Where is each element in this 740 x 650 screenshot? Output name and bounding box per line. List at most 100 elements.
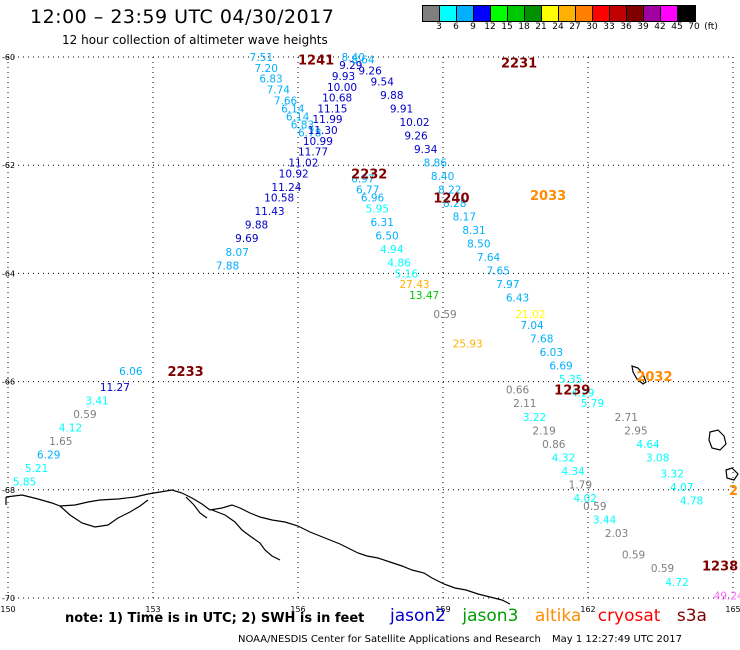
- satellite-legend: jason2 jason3 altika cryosat s3a: [390, 606, 718, 626]
- wave-height-value: 0.66: [506, 385, 530, 397]
- wave-height-value: 5.35: [559, 374, 582, 386]
- wave-height-value: 8.40: [431, 171, 454, 183]
- wave-height-value: 8.17: [453, 212, 476, 224]
- pass-time-label: 1241: [298, 54, 334, 69]
- wave-height-value: 6.06: [119, 366, 143, 378]
- units-note: note: 1) Time is in UTC; 2) SWH is in fe…: [65, 611, 365, 626]
- wave-height-value: 0.59: [433, 309, 456, 321]
- wave-height-value: 0.59: [622, 550, 645, 562]
- pass-time-label: 1239: [554, 384, 590, 399]
- wave-height-value: 8.28: [443, 198, 466, 210]
- wave-height-value: 4.78: [680, 496, 703, 508]
- wave-height-value: 11.15: [317, 103, 347, 115]
- wave-height-value: 4.29: [571, 387, 594, 399]
- wave-height-value: 11.02: [288, 157, 318, 169]
- wave-height-value: 9.54: [371, 76, 395, 88]
- wave-height-value: 7.65: [487, 266, 510, 278]
- wave-height-value: 4.02: [574, 493, 597, 505]
- wave-height-value: 9.88: [380, 90, 403, 102]
- measurement-labels: 7.517.206.837.747.666.146.146.836.788.40…: [13, 52, 740, 602]
- coastline: [5, 365, 739, 605]
- wave-height-value: 10.99: [303, 136, 333, 148]
- wave-height-value: 9.29: [339, 60, 362, 72]
- color-swatch: [610, 6, 627, 21]
- color-swatch: [644, 6, 661, 21]
- wave-height-value: 27.43: [400, 279, 430, 291]
- wave-height-value: 7.64: [477, 252, 501, 264]
- wave-height-value: 2.71: [615, 412, 638, 424]
- wave-height-value: 8.50: [467, 239, 490, 251]
- lat-tick-label: -70: [2, 594, 15, 603]
- wave-height-value: 8.07: [226, 247, 249, 259]
- wave-height-value: 1.65: [49, 436, 72, 448]
- wave-height-value: 3.32: [661, 469, 684, 481]
- color-scale-label: 3: [436, 22, 442, 32]
- wave-height-value: 11.24: [271, 182, 301, 194]
- wave-height-value: 6.14: [281, 103, 305, 115]
- wave-height-value: 10.58: [264, 193, 294, 205]
- wave-height-value: 6.97: [351, 174, 374, 186]
- color-scale-label: 45: [671, 22, 683, 32]
- wave-height-value: 4.86: [387, 258, 411, 270]
- graticule: [7, 56, 734, 599]
- map-subtitle: 12 hour collection of altimeter wave hei…: [62, 33, 328, 47]
- wave-height-value: 49.24: [714, 590, 740, 602]
- color-swatch: [508, 6, 525, 21]
- wave-height-value: 7.97: [496, 279, 519, 291]
- wave-height-value: 11.43: [255, 206, 285, 218]
- wave-height-value: 7.88: [216, 260, 239, 272]
- wave-height-value: 5.21: [25, 463, 48, 475]
- color-scale-label: 24: [552, 22, 564, 32]
- color-scale-label: 21: [535, 22, 547, 32]
- color-scale-label: 15: [501, 22, 513, 32]
- wave-height-value: 4.32: [552, 452, 575, 464]
- wave-height-value: 6.77: [356, 185, 379, 197]
- wave-height-value: 6.83: [291, 120, 314, 132]
- color-swatch: [542, 6, 559, 21]
- wave-height-value: 5.79: [581, 398, 604, 410]
- wave-height-value: 6.14: [286, 112, 310, 124]
- lon-tick-label: 162: [580, 605, 595, 614]
- color-scale-bar: [422, 5, 696, 22]
- wave-height-value: 9.91: [390, 103, 413, 115]
- color-scale-label: 18: [518, 22, 530, 32]
- lon-tick-label: 159: [435, 605, 450, 614]
- pass-time-label: 1238: [702, 560, 738, 575]
- color-scale-label: 42: [654, 22, 666, 32]
- color-scale-label: 36: [620, 22, 632, 32]
- lat-tick-label: -64: [2, 269, 15, 278]
- generation-timestamp: May 1 12:27:49 UTC 2017: [552, 634, 682, 645]
- wave-height-value: 0.86: [542, 439, 566, 451]
- wave-height-value: 6.29: [37, 450, 60, 462]
- wave-height-value: 7.74: [267, 84, 291, 96]
- wave-height-value: 6.03: [540, 347, 563, 359]
- lon-tick-label: 156: [290, 605, 305, 614]
- lat-tick-label: -62: [2, 161, 15, 170]
- color-scale-label: 39: [637, 22, 649, 32]
- wave-height-value: 2.19: [532, 425, 555, 437]
- wave-height-value: 25.93: [453, 339, 483, 351]
- color-scale-label: 70: [688, 22, 700, 32]
- wave-height-value: 0.59: [73, 409, 96, 421]
- wave-height-value: 8.22: [438, 185, 461, 197]
- wave-height-value: 1.79: [569, 479, 592, 491]
- map-title: 12:00 – 23:59 UTC 04/30/2017: [30, 6, 335, 28]
- lon-tick-label: 150: [0, 605, 15, 614]
- wave-height-value: 4.94: [380, 244, 404, 256]
- wave-height-value: 5.95: [366, 203, 389, 215]
- wave-height-value: 7.04: [520, 320, 544, 332]
- color-scale-label: 12: [484, 22, 496, 32]
- wave-height-value: 3.44: [593, 515, 617, 527]
- pass-time-label: 2032: [636, 370, 672, 385]
- legend-s3a: s3a: [676, 606, 707, 626]
- legend-jason2: jason2: [390, 606, 446, 626]
- wave-height-value: 10.68: [322, 93, 352, 105]
- wave-height-value: 11.99: [313, 114, 343, 126]
- wave-height-value: 7.68: [530, 333, 553, 345]
- small-island-3: [725, 467, 739, 481]
- color-scale-label: (ft): [704, 22, 718, 32]
- wave-height-value: 3.08: [646, 452, 669, 464]
- legend-cryosat: cryosat: [597, 606, 661, 626]
- color-swatch: [423, 6, 440, 21]
